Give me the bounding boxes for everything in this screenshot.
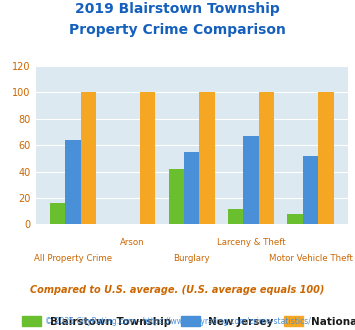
Text: 2019 Blairstown Township: 2019 Blairstown Township [75, 2, 280, 16]
Bar [169, 169, 184, 224]
Text: © 2025 CityRating.com - https://www.cityrating.com/crime-statistics/: © 2025 CityRating.com - https://www.city… [45, 317, 310, 326]
Bar [65, 140, 81, 224]
Bar [81, 92, 96, 224]
Bar [50, 203, 65, 224]
Bar [140, 92, 155, 224]
Text: Compared to U.S. average. (U.S. average equals 100): Compared to U.S. average. (U.S. average … [30, 285, 325, 295]
Bar [200, 92, 215, 224]
Bar [244, 136, 259, 224]
Text: Motor Vehicle Theft: Motor Vehicle Theft [269, 254, 353, 263]
Bar [259, 92, 274, 224]
Bar [287, 214, 303, 224]
Legend: Blairstown Township, New Jersey, National: Blairstown Township, New Jersey, Nationa… [18, 312, 355, 330]
Bar [228, 209, 244, 224]
Bar [303, 156, 318, 224]
Text: Arson: Arson [120, 238, 144, 247]
Bar [184, 152, 200, 224]
Text: All Property Crime: All Property Crime [34, 254, 112, 263]
Text: Larceny & Theft: Larceny & Theft [217, 238, 285, 247]
Text: Burglary: Burglary [173, 254, 210, 263]
Text: Property Crime Comparison: Property Crime Comparison [69, 23, 286, 37]
Bar [318, 92, 334, 224]
